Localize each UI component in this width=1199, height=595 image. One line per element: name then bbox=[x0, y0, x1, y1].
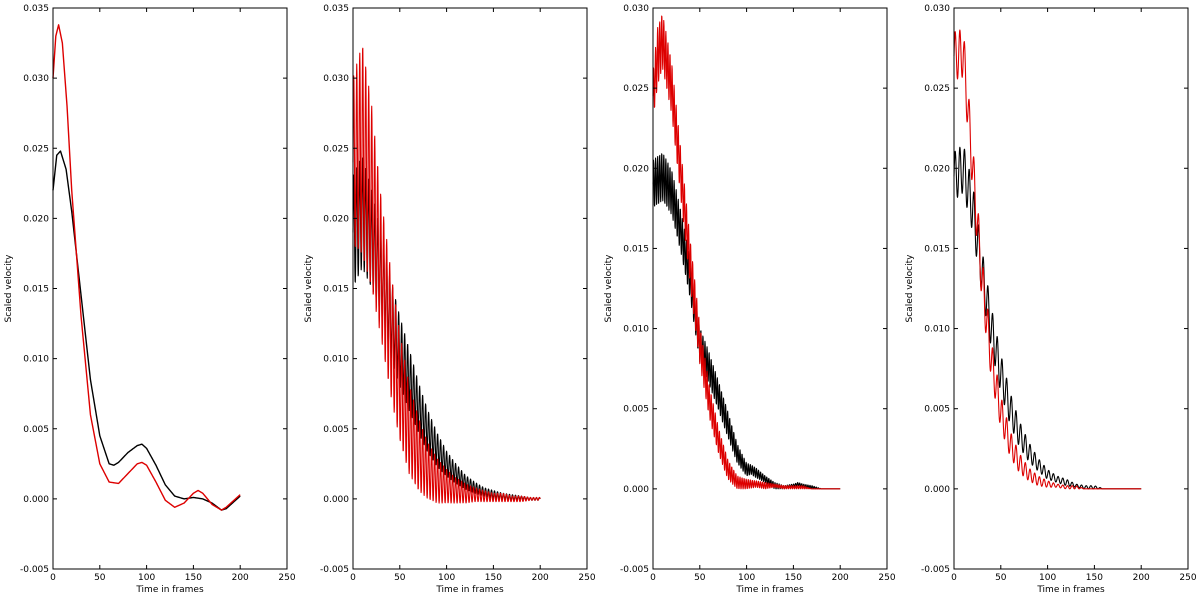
x-tick-label: 150 bbox=[1086, 573, 1103, 583]
y-tick-label: 0.025 bbox=[623, 84, 649, 94]
series-line-2 bbox=[652, 15, 841, 490]
y-tick-label: 0.015 bbox=[623, 244, 649, 254]
x-tick-label: 100 bbox=[738, 573, 755, 583]
y-tick-label: 0.020 bbox=[23, 214, 49, 224]
x-axis-label: Time in frames bbox=[1036, 585, 1105, 595]
x-tick-label: 100 bbox=[438, 573, 455, 583]
y-tick-label: 0.020 bbox=[623, 164, 649, 174]
plot-frame bbox=[52, 7, 288, 570]
y-tick-label: 0.000 bbox=[323, 495, 349, 505]
y-tick-label: 0.010 bbox=[623, 325, 649, 335]
y-tick-label: 0.005 bbox=[623, 405, 649, 415]
x-tick-label: 200 bbox=[1133, 573, 1150, 583]
x-tick-label: 150 bbox=[785, 573, 802, 583]
x-tick-label: 200 bbox=[232, 573, 249, 583]
series-line-2 bbox=[953, 29, 1142, 490]
y-tick-label: 0.020 bbox=[323, 214, 349, 224]
y-tick-label: -0.005 bbox=[20, 565, 49, 575]
chart-panel-3: 0 50 100 150 200 250 -0.005 0.000 0.005 0.010 0.01… bbox=[604, 4, 896, 595]
x-tick-label: 0 bbox=[951, 573, 957, 583]
chart-panel-1: 0 50 100 150 200 250 -0.005 0.000 0.005 0.010 0.01… bbox=[4, 4, 296, 595]
x-tick-label: 250 bbox=[1179, 573, 1196, 583]
x-tick-label: 50 bbox=[394, 573, 406, 583]
x-tick-label: 150 bbox=[485, 573, 502, 583]
x-tick-label: 50 bbox=[694, 573, 706, 583]
y-tick-label: -0.005 bbox=[921, 565, 950, 575]
series-line-2 bbox=[352, 47, 541, 504]
y-tick-label: 0.030 bbox=[924, 4, 950, 14]
x-axis-label: Time in frames bbox=[435, 585, 504, 595]
y-tick-label: 0.025 bbox=[323, 144, 349, 154]
plot-frame bbox=[652, 7, 888, 570]
chart-panel-4: 0 50 100 150 200 250 -0.005 0.000 0.005 0.010 0.01… bbox=[905, 4, 1197, 595]
y-tick-label: 0.020 bbox=[924, 164, 950, 174]
x-tick-label: 50 bbox=[94, 573, 106, 583]
x-tick-label: 50 bbox=[995, 573, 1007, 583]
y-axis-label: Scaled velocity bbox=[604, 254, 614, 323]
series-line-1 bbox=[652, 153, 841, 490]
y-tick-label: 0.030 bbox=[23, 74, 49, 84]
y-tick-label: 0.010 bbox=[924, 325, 950, 335]
x-tick-label: 0 bbox=[350, 573, 356, 583]
y-tick-label: 0.035 bbox=[23, 4, 49, 14]
x-tick-label: 100 bbox=[1039, 573, 1056, 583]
plot-frame bbox=[953, 7, 1189, 570]
x-tick-label: 150 bbox=[185, 573, 202, 583]
y-tick-label: 0.005 bbox=[323, 425, 349, 435]
y-axis-label: Scaled velocity bbox=[4, 254, 14, 323]
x-tick-label: 250 bbox=[878, 573, 895, 583]
y-tick-label: 0.015 bbox=[924, 244, 950, 254]
x-tick-label: 250 bbox=[578, 573, 595, 583]
x-tick-label: 100 bbox=[138, 573, 155, 583]
x-tick-label: 0 bbox=[650, 573, 656, 583]
y-tick-label: 0.015 bbox=[23, 285, 49, 295]
y-tick-label: 0.030 bbox=[323, 74, 349, 84]
y-tick-label: 0.000 bbox=[23, 495, 49, 505]
y-tick-label: -0.005 bbox=[320, 565, 349, 575]
x-axis-label: Time in frames bbox=[735, 585, 804, 595]
x-tick-label: 200 bbox=[832, 573, 849, 583]
y-tick-label: 0.010 bbox=[323, 355, 349, 365]
y-tick-label: 0.000 bbox=[924, 485, 950, 495]
y-tick-label: -0.005 bbox=[620, 565, 649, 575]
x-tick-label: 200 bbox=[532, 573, 549, 583]
y-tick-label: 0.000 bbox=[623, 485, 649, 495]
x-tick-label: 0 bbox=[50, 573, 56, 583]
x-axis-label: Time in frames bbox=[135, 585, 204, 595]
y-axis-label: Scaled velocity bbox=[905, 254, 915, 323]
chart-panel-2: 0 50 100 150 200 250 -0.005 0.000 0.005 0.010 0.01… bbox=[304, 4, 596, 595]
series-line-2 bbox=[52, 24, 241, 511]
y-tick-label: 0.010 bbox=[23, 355, 49, 365]
y-tick-label: 0.035 bbox=[323, 4, 349, 14]
y-tick-label: 0.030 bbox=[623, 4, 649, 14]
y-tick-label: 0.025 bbox=[23, 144, 49, 154]
y-axis-label: Scaled velocity bbox=[304, 254, 314, 323]
series-line-1 bbox=[953, 146, 1142, 490]
series-line-1 bbox=[52, 150, 241, 511]
y-tick-label: 0.005 bbox=[924, 405, 950, 415]
x-tick-label: 250 bbox=[278, 573, 295, 583]
y-tick-label: 0.025 bbox=[924, 84, 950, 94]
y-tick-label: 0.015 bbox=[323, 285, 349, 295]
y-tick-label: 0.005 bbox=[23, 425, 49, 435]
